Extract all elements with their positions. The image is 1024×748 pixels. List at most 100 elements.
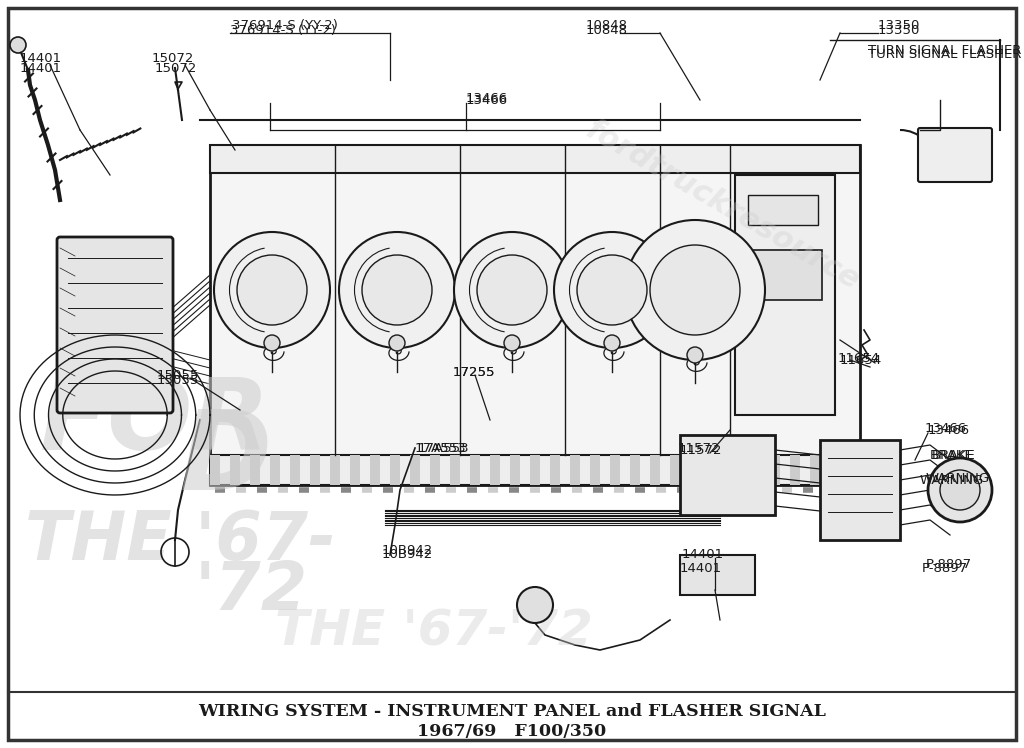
Bar (610, 455, 620, 485)
Bar (210, 145, 860, 173)
Text: THE '67-: THE '67- (25, 508, 336, 574)
Text: 17255: 17255 (453, 366, 496, 378)
Text: 10848: 10848 (586, 19, 628, 31)
FancyBboxPatch shape (918, 128, 992, 182)
Text: WARNING: WARNING (926, 471, 990, 485)
Bar (630, 455, 640, 485)
Text: 14401: 14401 (680, 562, 722, 574)
Text: BRAKE: BRAKE (930, 449, 974, 462)
Circle shape (650, 245, 740, 335)
Text: 15072: 15072 (152, 52, 195, 64)
Bar (290, 455, 300, 485)
Bar (250, 455, 260, 485)
Text: P-8897: P-8897 (922, 562, 968, 574)
Bar (670, 455, 680, 485)
Circle shape (264, 335, 280, 351)
Circle shape (237, 255, 307, 325)
Bar (680, 435, 775, 515)
Circle shape (214, 232, 330, 348)
Text: '72: '72 (195, 558, 308, 624)
Bar (210, 145, 860, 485)
Text: 376914-S (YY-2): 376914-S (YY-2) (232, 19, 338, 31)
Text: BRAKE: BRAKE (932, 449, 976, 462)
Text: 1967/69   F100/350: 1967/69 F100/350 (418, 723, 606, 741)
Circle shape (604, 335, 620, 351)
Text: 15055: 15055 (157, 373, 200, 387)
Circle shape (554, 232, 670, 348)
Circle shape (362, 255, 432, 325)
Circle shape (687, 347, 703, 363)
Bar (470, 455, 480, 485)
Text: 17A553: 17A553 (418, 441, 470, 455)
Circle shape (339, 232, 455, 348)
Bar (730, 455, 740, 485)
Text: 15072: 15072 (155, 61, 198, 75)
Circle shape (928, 458, 992, 522)
Bar (410, 455, 420, 485)
Text: 14401: 14401 (20, 52, 62, 64)
FancyBboxPatch shape (57, 237, 173, 413)
Text: 17A553: 17A553 (415, 441, 467, 455)
Bar (450, 455, 460, 485)
Text: WARNING: WARNING (920, 473, 984, 486)
Bar (748, 195, 818, 225)
Text: fordtruckresource: fordtruckresource (580, 115, 864, 296)
Circle shape (477, 255, 547, 325)
Text: 376914-S (YY-2): 376914-S (YY-2) (230, 23, 336, 37)
Bar (735, 175, 835, 415)
Circle shape (625, 220, 765, 360)
Text: FOR: FOR (40, 374, 270, 471)
Text: 13350: 13350 (878, 23, 921, 37)
Text: 10B942: 10B942 (382, 544, 433, 557)
Bar (790, 455, 800, 485)
Bar (230, 455, 240, 485)
Bar (710, 455, 720, 485)
Text: 15055: 15055 (157, 369, 200, 381)
Bar (490, 455, 500, 485)
Bar (690, 455, 700, 485)
Text: 13466: 13466 (925, 422, 967, 435)
Bar (350, 455, 360, 485)
Bar (550, 455, 560, 485)
Text: P-8897: P-8897 (926, 559, 972, 571)
Text: THE '67-'72: THE '67-'72 (275, 607, 593, 655)
Bar (310, 455, 319, 485)
Circle shape (577, 255, 647, 325)
Bar (810, 455, 820, 485)
Bar (570, 455, 580, 485)
Text: 13350: 13350 (878, 19, 921, 31)
Bar (430, 455, 440, 485)
Text: 14401: 14401 (20, 61, 62, 75)
Bar (650, 455, 660, 485)
Circle shape (504, 335, 520, 351)
Bar (830, 455, 840, 485)
Text: D: D (180, 406, 272, 513)
Text: 13466: 13466 (466, 91, 508, 105)
Bar (750, 455, 760, 485)
Bar (390, 455, 400, 485)
Text: 13466: 13466 (928, 423, 970, 437)
Circle shape (389, 335, 406, 351)
Circle shape (10, 37, 26, 53)
Text: WIRING SYSTEM - INSTRUMENT PANEL and FLASHER SIGNAL: WIRING SYSTEM - INSTRUMENT PANEL and FLA… (198, 704, 826, 720)
Text: 13466: 13466 (466, 94, 508, 106)
Bar (530, 455, 540, 485)
Bar (820, 440, 900, 540)
Bar (748, 250, 822, 300)
Circle shape (940, 470, 980, 510)
Bar (330, 455, 340, 485)
Bar (590, 455, 600, 485)
Bar (770, 455, 780, 485)
Text: 14401: 14401 (682, 548, 724, 562)
Text: 10848: 10848 (586, 23, 628, 37)
Bar (270, 455, 280, 485)
Text: 11654: 11654 (838, 352, 881, 364)
Text: 11654: 11654 (840, 354, 883, 367)
Bar (680, 555, 755, 595)
Bar (210, 455, 860, 485)
Text: 11572: 11572 (678, 441, 721, 455)
Bar (510, 455, 520, 485)
Bar (370, 455, 380, 485)
Circle shape (454, 232, 570, 348)
Text: 10B942: 10B942 (382, 548, 433, 562)
